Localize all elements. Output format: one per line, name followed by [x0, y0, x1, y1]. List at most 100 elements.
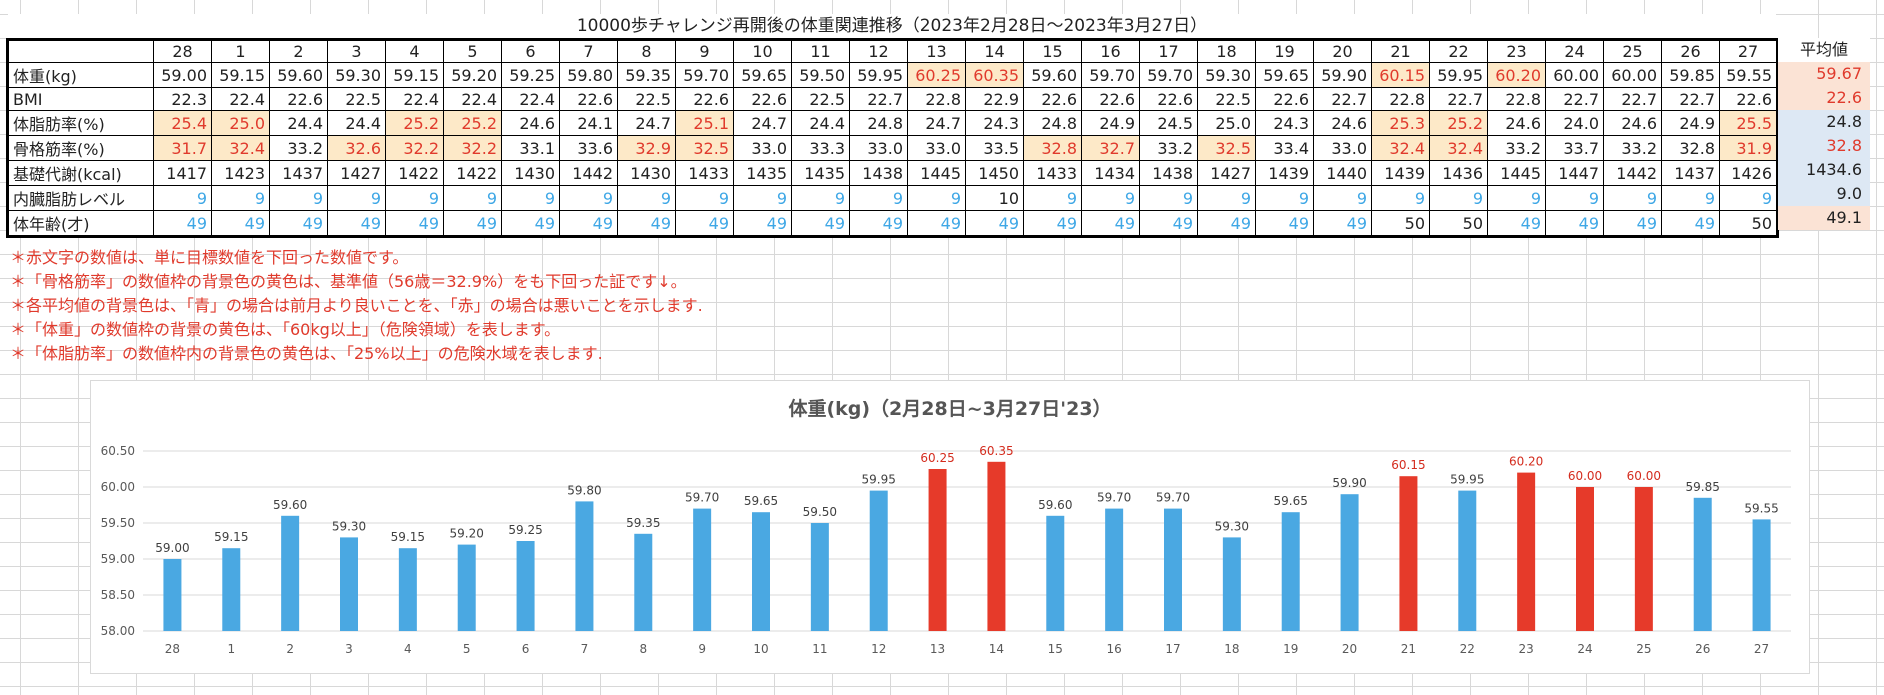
value-cell[interactable]: 1442: [559, 160, 618, 186]
value-cell[interactable]: 1435: [733, 160, 792, 186]
value-cell[interactable]: 1440: [1313, 160, 1372, 186]
value-cell[interactable]: 59.15: [385, 62, 444, 88]
value-cell[interactable]: 25.2: [1429, 110, 1488, 136]
value-cell[interactable]: 24.6: [501, 110, 560, 136]
day-header-cell[interactable]: 16: [1081, 39, 1140, 63]
value-cell[interactable]: 33.2: [1487, 135, 1546, 161]
value-cell[interactable]: 49: [501, 210, 560, 237]
value-cell[interactable]: 25.5: [1719, 110, 1778, 136]
value-cell[interactable]: 60.15: [1371, 62, 1430, 88]
value-cell[interactable]: 24.1: [559, 110, 618, 136]
day-header-cell[interactable]: 23: [1487, 39, 1546, 63]
value-cell[interactable]: 22.7: [1313, 87, 1372, 111]
row-label-cell[interactable]: 体重(kg): [7, 62, 154, 88]
value-cell[interactable]: 49: [269, 210, 328, 237]
value-cell[interactable]: 49: [1023, 210, 1082, 237]
value-cell[interactable]: 9: [1371, 185, 1430, 211]
value-cell[interactable]: 59.95: [849, 62, 908, 88]
value-cell[interactable]: 25.4: [153, 110, 212, 136]
value-cell[interactable]: 59.00: [153, 62, 212, 88]
day-header-cell[interactable]: 17: [1139, 39, 1198, 63]
value-cell[interactable]: 22.3: [153, 87, 212, 111]
value-cell[interactable]: 33.2: [1603, 135, 1662, 161]
value-cell[interactable]: 33.2: [269, 135, 328, 161]
value-cell[interactable]: 24.4: [269, 110, 328, 136]
day-header-cell[interactable]: 9: [675, 39, 734, 63]
value-cell[interactable]: 31.9: [1719, 135, 1778, 161]
value-cell[interactable]: 59.55: [1719, 62, 1778, 88]
value-cell[interactable]: 9: [211, 185, 270, 211]
value-cell[interactable]: 1434: [1081, 160, 1140, 186]
value-cell[interactable]: 32.2: [385, 135, 444, 161]
value-cell[interactable]: 49: [1255, 210, 1314, 237]
value-cell[interactable]: 1422: [385, 160, 444, 186]
value-cell[interactable]: 9: [1255, 185, 1314, 211]
day-header-cell[interactable]: 21: [1371, 39, 1430, 63]
value-cell[interactable]: 49: [1603, 210, 1662, 237]
value-cell[interactable]: 32.8: [1023, 135, 1082, 161]
day-header-cell[interactable]: 24: [1545, 39, 1604, 63]
value-cell[interactable]: 59.35: [617, 62, 676, 88]
value-cell[interactable]: 59.80: [559, 62, 618, 88]
value-cell[interactable]: 1435: [791, 160, 850, 186]
average-value-cell[interactable]: 1434.6: [1778, 158, 1870, 182]
value-cell[interactable]: 24.3: [965, 110, 1024, 136]
value-cell[interactable]: 22.6: [1255, 87, 1314, 111]
value-cell[interactable]: 31.7: [153, 135, 212, 161]
value-cell[interactable]: 59.60: [269, 62, 328, 88]
value-cell[interactable]: 1422: [443, 160, 502, 186]
value-cell[interactable]: 1438: [849, 160, 908, 186]
value-cell[interactable]: 49: [1313, 210, 1372, 237]
value-cell[interactable]: 1423: [211, 160, 270, 186]
value-cell[interactable]: 59.70: [675, 62, 734, 88]
value-cell[interactable]: 10: [965, 185, 1024, 211]
value-cell[interactable]: 33.4: [1255, 135, 1314, 161]
value-cell[interactable]: 33.0: [849, 135, 908, 161]
average-value-cell[interactable]: 49.1: [1778, 206, 1870, 230]
value-cell[interactable]: 22.6: [559, 87, 618, 111]
value-cell[interactable]: 24.6: [1313, 110, 1372, 136]
value-cell[interactable]: 9: [1197, 185, 1256, 211]
day-header-cell[interactable]: 14: [965, 39, 1024, 63]
value-cell[interactable]: 32.7: [1081, 135, 1140, 161]
value-cell[interactable]: 22.8: [1487, 87, 1546, 111]
value-cell[interactable]: 49: [791, 210, 850, 237]
row-label-cell[interactable]: 基礎代謝(kcal): [7, 160, 154, 186]
value-cell[interactable]: 49: [733, 210, 792, 237]
value-cell[interactable]: 49: [617, 210, 676, 237]
row-label-cell[interactable]: 体年齢(才): [7, 210, 154, 237]
value-cell[interactable]: 49: [153, 210, 212, 237]
value-cell[interactable]: 22.8: [907, 87, 966, 111]
value-cell[interactable]: 24.5: [1139, 110, 1198, 136]
day-header-cell[interactable]: 1: [211, 39, 270, 63]
value-cell[interactable]: 49: [1139, 210, 1198, 237]
value-cell[interactable]: 22.6: [1719, 87, 1778, 111]
day-header-cell[interactable]: 25: [1603, 39, 1662, 63]
value-cell[interactable]: 1439: [1255, 160, 1314, 186]
value-cell[interactable]: 9: [733, 185, 792, 211]
value-cell[interactable]: 59.50: [791, 62, 850, 88]
value-cell[interactable]: 49: [1661, 210, 1720, 237]
value-cell[interactable]: 24.6: [1487, 110, 1546, 136]
value-cell[interactable]: 22.7: [1603, 87, 1662, 111]
value-cell[interactable]: 32.5: [1197, 135, 1256, 161]
day-header-cell[interactable]: 3: [327, 39, 386, 63]
value-cell[interactable]: 33.5: [965, 135, 1024, 161]
value-cell[interactable]: 22.6: [1139, 87, 1198, 111]
value-cell[interactable]: 9: [443, 185, 502, 211]
day-header-cell[interactable]: 20: [1313, 39, 1372, 63]
value-cell[interactable]: 24.9: [1661, 110, 1720, 136]
value-cell[interactable]: 22.5: [1197, 87, 1256, 111]
value-cell[interactable]: 49: [965, 210, 1024, 237]
value-cell[interactable]: 1437: [1661, 160, 1720, 186]
day-header-cell[interactable]: 8: [617, 39, 676, 63]
value-cell[interactable]: 22.7: [1545, 87, 1604, 111]
row-label-cell[interactable]: 骨格筋率(%): [7, 135, 154, 161]
day-header-cell[interactable]: 10: [733, 39, 792, 63]
weight-chart[interactable]: 体重(kg)（2月28日~3月27日'23） 58.00 58.50 59.00 59.…: [90, 380, 1810, 674]
value-cell[interactable]: 9: [791, 185, 850, 211]
day-header-cell[interactable]: 4: [385, 39, 444, 63]
value-cell[interactable]: 24.6: [1603, 110, 1662, 136]
value-cell[interactable]: 24.4: [327, 110, 386, 136]
value-cell[interactable]: 24.7: [617, 110, 676, 136]
